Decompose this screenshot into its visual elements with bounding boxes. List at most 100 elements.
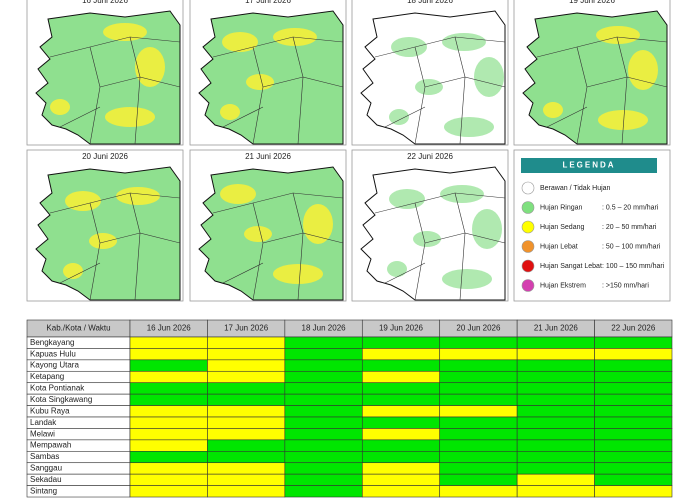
forecast-cell <box>361 428 441 441</box>
forecast-cell <box>129 348 208 361</box>
rain-patch <box>220 184 256 204</box>
boundaries <box>49 36 181 145</box>
header-text: 22 Jun 2026 <box>611 324 656 333</box>
forecast-cell <box>594 348 673 361</box>
forecast-cell <box>129 462 208 475</box>
forecast-cell <box>129 370 208 384</box>
forecast-cell <box>361 473 441 486</box>
forecast-cell <box>361 405 441 418</box>
rain-patch <box>413 231 441 247</box>
forecast-cell <box>207 370 286 384</box>
legend-range: : 50 – 100 mm/hari <box>602 243 661 250</box>
legend-swatch <box>521 181 535 195</box>
header-text: Kab./Kota / Waktu <box>46 324 110 333</box>
rain-patch <box>50 99 70 115</box>
land <box>36 167 180 300</box>
boundaries <box>49 192 181 301</box>
panel-date: 16 Juni 2026 <box>82 0 128 5</box>
forecast-cell <box>207 473 286 486</box>
rain-patch <box>105 107 155 127</box>
row-name: Kubu Raya <box>30 406 70 415</box>
rain-patch <box>543 102 563 118</box>
header-text: 20 Jun 2026 <box>456 324 501 333</box>
forecast-cell <box>516 439 595 452</box>
forecast-cell <box>129 393 208 406</box>
forecast-cell <box>594 359 673 372</box>
forecast-cell <box>439 382 518 395</box>
rain-patch <box>303 204 333 244</box>
legend-range: : 100 – 150 mm/hari <box>602 263 665 270</box>
forecast-cell <box>594 370 673 384</box>
forecast-cell <box>516 485 595 498</box>
panel-date: 17 Juni 2026 <box>245 0 291 5</box>
forecast-cell <box>439 462 518 475</box>
forecast-cell <box>129 405 208 418</box>
forecast-cell <box>594 393 673 406</box>
header-text: 16 Jun 2026 <box>147 324 192 333</box>
forecast-cell <box>594 336 673 349</box>
rain-patch <box>472 209 502 249</box>
legend-label: Hujan Ekstrem <box>540 282 586 289</box>
row-name: Sanggau <box>30 464 62 473</box>
rain-patch <box>444 117 494 137</box>
rain-patch <box>415 79 443 95</box>
forecast-cell <box>361 485 441 498</box>
header-text: 17 Jun 2026 <box>224 324 269 333</box>
legend-label: Hujan Sedang <box>540 224 584 231</box>
map <box>198 10 344 145</box>
forecast-cell <box>129 473 208 486</box>
rain-patches <box>50 23 165 127</box>
forecast-cell <box>284 336 363 349</box>
forecast-cell <box>284 485 363 498</box>
forecast-cell <box>439 348 518 361</box>
legend-label: Berawan / Tidak Hujan <box>540 185 611 192</box>
forecast-cell <box>439 450 518 464</box>
forecast-cell <box>516 462 595 475</box>
map <box>35 10 181 145</box>
forecast-cell <box>439 359 518 372</box>
forecast-cell <box>516 473 595 486</box>
forecast-cell <box>361 348 441 361</box>
rain-patch <box>65 191 101 211</box>
forecast-cell <box>207 428 286 441</box>
boundaries <box>212 36 344 145</box>
forecast-cell <box>361 450 441 464</box>
row-name: Melawi <box>30 429 55 438</box>
rain-patch <box>442 269 492 289</box>
legend-frame <box>513 149 671 302</box>
legend-swatch <box>521 201 535 214</box>
header-text: 18 Jun 2026 <box>302 324 347 333</box>
legend-label: Hujan Ringan <box>540 204 583 211</box>
panel-date: 21 Juni 2026 <box>245 152 291 161</box>
forecast-cell <box>284 359 363 372</box>
row-name: Sintang <box>30 486 57 495</box>
forecast-cell <box>207 485 286 498</box>
forecast-cell <box>284 450 363 464</box>
legend-swatch <box>521 240 535 253</box>
forecast-cell <box>129 382 208 395</box>
forecast-cell <box>284 473 363 486</box>
forecast-cell <box>284 382 363 395</box>
forecast-cell <box>439 336 518 349</box>
rain-patches <box>220 184 333 284</box>
forecast-cell <box>594 450 673 464</box>
forecast-cell <box>594 485 673 498</box>
forecast-cell <box>439 416 518 429</box>
panel-date: 18 Juni 2026 <box>407 0 453 5</box>
forecast-cell <box>516 405 595 418</box>
rain-patch <box>391 37 427 57</box>
forecast-cell <box>207 439 286 452</box>
map <box>360 166 506 301</box>
legend-swatch <box>521 259 535 273</box>
forecast-cell <box>361 393 441 406</box>
forecast-cell <box>516 348 595 361</box>
forecast-cell <box>207 416 286 429</box>
rain-patch <box>222 32 258 52</box>
forecast-cell <box>594 428 673 441</box>
map <box>522 10 668 145</box>
rain-patch <box>135 47 165 87</box>
forecast-cell <box>516 382 595 395</box>
rain-patch <box>89 233 117 249</box>
forecast-cell <box>284 405 363 418</box>
rain-patch <box>442 33 486 51</box>
